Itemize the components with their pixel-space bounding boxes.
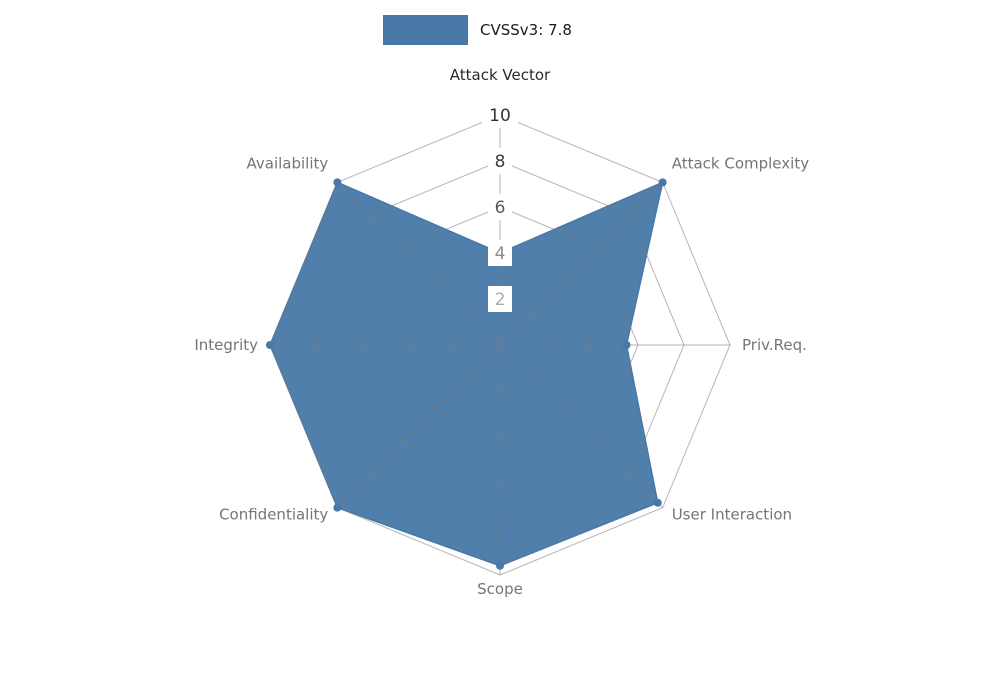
tick-label-box: [488, 194, 512, 220]
axis-label-availability: Availability: [247, 154, 329, 172]
axis-label-attack-complexity: Attack Complexity: [672, 154, 809, 172]
series-vertex-marker: [658, 178, 667, 187]
grid-spoke: [337, 344, 501, 508]
tick-label: 6: [495, 198, 506, 218]
series-vertex-marker: [333, 503, 342, 512]
grid-spoke: [499, 344, 663, 508]
grid-spoke: [337, 182, 501, 346]
series-vertex-marker: [266, 341, 274, 349]
tick-label: 4: [495, 244, 506, 264]
axis-label-attack-vector: Attack Vector: [450, 66, 551, 84]
tick-label-box: [488, 148, 512, 174]
tick-label-box: [488, 240, 512, 266]
tick-label-box: [482, 102, 518, 128]
tick-label-box: [488, 286, 512, 312]
axis-label-confidentiality: Confidentiality: [219, 506, 328, 524]
axis-label-scope: Scope: [477, 580, 523, 598]
legend-swatch: [383, 15, 468, 45]
grid-spoke: [499, 182, 663, 346]
chart-legend: CVSSv3: 7.8: [383, 15, 572, 45]
axis-label-integrity: Integrity: [194, 336, 258, 354]
legend-label: CVSSv3: 7.8: [480, 21, 572, 39]
axis-label-priv-req-: Priv.Req.: [742, 336, 807, 354]
tick-label: 10: [489, 106, 511, 126]
tick-label: 8: [495, 152, 506, 172]
tick-label: 2: [495, 290, 506, 310]
series-vertex-marker: [333, 178, 342, 187]
series-vertex-marker: [496, 561, 504, 570]
series-vertex-marker: [653, 498, 662, 507]
axis-label-user-interaction: User Interaction: [672, 506, 792, 524]
series-vertex-marker: [622, 341, 631, 349]
